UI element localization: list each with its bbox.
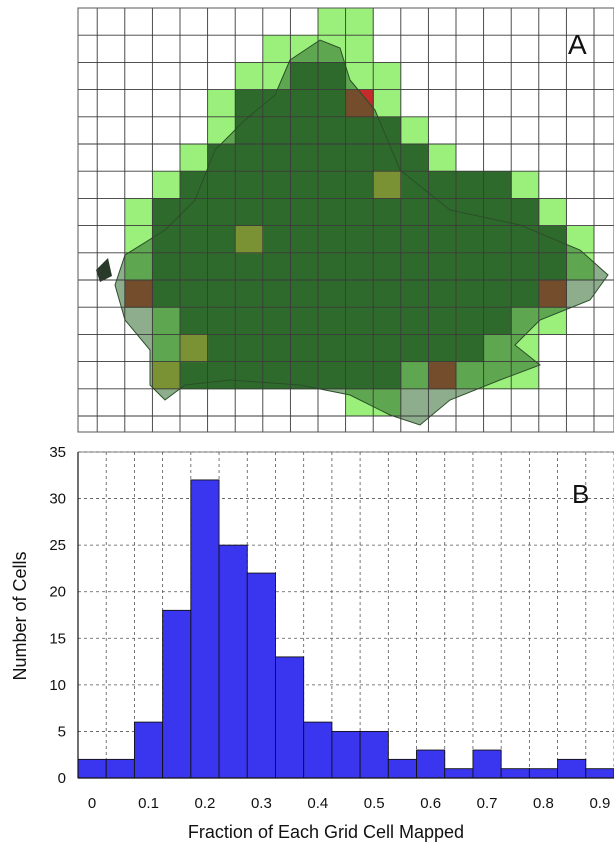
histogram-bar bbox=[528, 768, 559, 779]
map-cell-high bbox=[428, 171, 457, 199]
histogram-bar bbox=[218, 544, 248, 779]
histogram-bars bbox=[77, 479, 614, 779]
x-tick-label: 0.1 bbox=[138, 795, 159, 812]
y-tick-label: 35 bbox=[49, 444, 66, 461]
panel-a-label: A bbox=[568, 29, 587, 60]
y-tick-label: 10 bbox=[49, 677, 66, 694]
y-axis-title: Number of Cells bbox=[10, 551, 30, 680]
island-shape bbox=[96, 258, 112, 282]
panel-b-label: B bbox=[572, 479, 589, 509]
histogram-bar bbox=[444, 768, 474, 779]
map-cell-high bbox=[400, 144, 429, 172]
x-tick-label: 0.7 bbox=[477, 795, 498, 812]
histogram-bar bbox=[162, 609, 192, 779]
map-cell-low bbox=[180, 144, 209, 172]
landmass-shape bbox=[114, 39, 609, 426]
y-tick-label: 15 bbox=[49, 630, 66, 647]
histogram-bar bbox=[303, 721, 333, 779]
histogram-bar bbox=[331, 730, 361, 779]
y-tick-label: 25 bbox=[49, 537, 66, 554]
x-tick-label: 0.2 bbox=[195, 795, 216, 812]
map-cell-low bbox=[262, 35, 291, 63]
histogram-bar bbox=[472, 749, 502, 779]
x-tick-label: 0.5 bbox=[364, 795, 385, 812]
histogram-bar bbox=[387, 758, 417, 779]
map-cell-high bbox=[511, 198, 540, 227]
landmass-layer bbox=[96, 39, 609, 426]
y-tick-label: 30 bbox=[49, 491, 66, 508]
x-tick-label: 0.8 bbox=[533, 795, 554, 812]
histogram-bar bbox=[246, 572, 276, 779]
map-cell-low bbox=[124, 198, 153, 227]
map-cell-low bbox=[400, 116, 429, 145]
map-cell-high bbox=[483, 171, 512, 199]
x-tick-label: 0 bbox=[88, 795, 96, 812]
panel-a-map: A bbox=[77, 7, 614, 433]
histogram-bar bbox=[133, 721, 164, 779]
histogram-bar bbox=[105, 758, 135, 779]
map-frame bbox=[77, 7, 614, 433]
histogram-axes bbox=[77, 451, 614, 779]
x-tick-label: 0.6 bbox=[420, 795, 441, 812]
map-cell-low bbox=[207, 89, 236, 118]
map-cell-low bbox=[511, 171, 540, 199]
x-tick-label: 0.4 bbox=[307, 795, 328, 812]
histogram-bar bbox=[557, 758, 587, 779]
x-axis-title: Fraction of Each Grid Cell Mapped bbox=[188, 822, 464, 842]
y-tick-labels: 0 5 10 15 20 25 30 35 bbox=[49, 444, 66, 787]
map-cell-low bbox=[345, 35, 374, 63]
x-tick-label: 0.9 bbox=[589, 795, 610, 812]
histogram-bar bbox=[416, 749, 446, 779]
histogram-bar bbox=[275, 656, 305, 779]
histogram-bar bbox=[77, 758, 107, 779]
histogram-bar bbox=[500, 768, 530, 779]
x-tick-labels: 0 0.1 0.2 0.3 0.4 0.5 0.6 0.7 0.8 0.9 bbox=[88, 795, 610, 812]
map-cell-low bbox=[373, 89, 402, 118]
histogram-bar bbox=[190, 479, 220, 779]
map-cell-low bbox=[235, 62, 264, 91]
histogram-bar bbox=[359, 730, 389, 779]
map-cell-low bbox=[345, 8, 374, 36]
map-cell-low bbox=[538, 198, 567, 227]
map-cell-low bbox=[373, 62, 402, 91]
map-cell-high bbox=[456, 171, 485, 199]
map-cell-low bbox=[428, 144, 457, 172]
x-tick-label: 0.3 bbox=[251, 795, 272, 812]
map-cell-low bbox=[318, 8, 347, 36]
histogram-bar bbox=[585, 768, 614, 779]
y-tick-label: 0 bbox=[58, 770, 66, 787]
y-tick-label: 5 bbox=[58, 723, 66, 740]
map-cell-low bbox=[152, 171, 181, 199]
y-tick-label: 20 bbox=[49, 584, 66, 601]
panel-b-histogram: 0 5 10 15 20 25 30 35 0 0.1 0.2 0.3 0.4 0.5 0.6 0.7 0.8… bbox=[10, 444, 614, 842]
